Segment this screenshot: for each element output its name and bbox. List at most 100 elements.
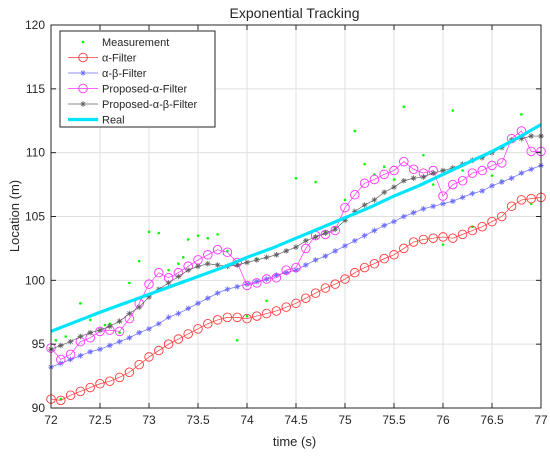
data-point [244,259,250,266]
data-point [271,273,282,283]
data-point [310,288,321,298]
data-point [350,190,360,200]
data-point [212,315,223,325]
x-tick-label: 75 [338,413,352,427]
data-point [186,238,190,241]
data-point [382,165,386,169]
y-tick-label: 120 [25,18,45,32]
data-point [459,194,466,201]
data-point [438,191,448,201]
data-point [85,382,95,393]
data-point [137,259,141,263]
data-point [65,349,76,360]
legend-swatch [81,40,85,44]
y-tick-label: 90 [32,401,46,415]
data-point [226,249,229,253]
data-point [381,222,387,229]
data-point [314,180,317,184]
data-point [144,352,154,362]
data-point [448,233,458,243]
data-point [242,313,252,324]
data-point [410,175,417,181]
data-point [352,237,358,244]
data-point [58,342,64,349]
data-point [497,158,507,168]
data-point [95,378,105,389]
data-point [457,176,468,186]
data-point [391,218,397,225]
series-5 [50,123,542,333]
data-point [234,283,240,290]
data-point [528,133,534,139]
data-point [165,280,172,286]
data-point [303,262,309,268]
data-point [332,226,338,233]
data-point [340,202,350,213]
data-point [126,334,133,341]
x-tick-label: 74 [240,413,254,427]
data-point [294,176,298,180]
data-point [67,356,74,363]
data-point [281,302,291,312]
x-tick-label: 73 [142,413,156,427]
data-point [293,244,299,250]
data-point [371,197,378,203]
data-point [235,339,239,342]
data-point [518,170,525,176]
data-point [461,169,464,172]
data-point [363,162,366,166]
data-point [67,338,74,345]
data-point [371,227,378,234]
data-point [107,342,113,349]
y-tick-label: 110 [26,146,45,160]
data-point [265,299,268,303]
data-point [497,211,507,222]
legend-box [59,30,216,128]
legend-label: α-Filter [102,53,137,65]
data-point [97,346,103,353]
data-point [441,243,445,246]
data-point [214,262,221,268]
data-point [457,229,468,240]
data-point [136,329,142,336]
data-point [402,105,406,109]
data-point [428,233,438,243]
data-point [234,262,240,268]
series-2 [48,162,544,370]
x-tick-label: 72 [44,413,58,427]
series-line [50,123,542,333]
data-point [448,179,458,190]
data-point [301,293,311,303]
x-tick-label: 76.5 [480,413,504,427]
data-point [128,281,131,285]
data-point [147,230,151,234]
data-point [87,349,93,355]
data-point [222,247,233,257]
data-point [242,280,252,291]
data-point [389,250,399,260]
data-point [252,311,262,321]
data-point [56,395,66,406]
data-point [440,167,446,174]
data-point [58,360,64,367]
legend-marker [80,70,86,76]
data-point [408,164,419,175]
data-point [185,305,191,312]
data-point [430,170,436,176]
data-point [408,237,419,247]
data-point [77,333,84,340]
data-point [422,153,425,157]
data-point [332,248,338,254]
data-point [312,234,319,240]
data-point [193,324,203,334]
data-point [183,329,193,339]
legend: Measurement α-Filter α-β-Filter Proposed-α-… [59,30,216,128]
data-point [79,302,82,305]
data-point [353,129,357,133]
x-tick-label: 75.5 [382,413,406,427]
data-point [401,177,407,184]
data-point [499,179,505,185]
data-point [379,169,389,180]
data-point [479,154,485,161]
